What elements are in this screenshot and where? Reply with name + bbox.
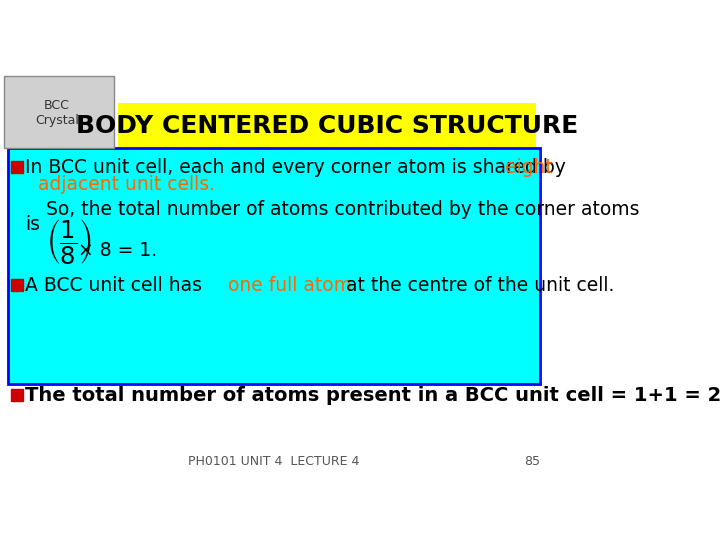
Text: PH0101 UNIT 4  LECTURE 4: PH0101 UNIT 4 LECTURE 4 [188, 455, 359, 468]
Text: BODY CENTERED CUBIC STRUCTURE: BODY CENTERED CUBIC STRUCTURE [76, 113, 578, 138]
Text: eight: eight [505, 158, 552, 177]
FancyBboxPatch shape [8, 148, 539, 384]
Text: So, the total number of atoms contributed by the corner atoms: So, the total number of atoms contribute… [45, 200, 639, 219]
Text: $\left(\dfrac{1}{8}\right)$: $\left(\dfrac{1}{8}\right)$ [45, 217, 91, 266]
Text: A BCC unit cell has: A BCC unit cell has [25, 276, 208, 295]
Text: is: is [25, 215, 40, 234]
Text: one full atom: one full atom [228, 276, 352, 295]
Text: 85: 85 [524, 455, 540, 468]
Text: at the centre of the unit cell.: at the centre of the unit cell. [340, 276, 614, 295]
Text: The total number of atoms present in a BCC unit cell = 1+1 = 2.: The total number of atoms present in a B… [25, 386, 720, 405]
FancyBboxPatch shape [118, 103, 536, 148]
Text: adjacent unit cells.: adjacent unit cells. [38, 174, 215, 194]
FancyBboxPatch shape [4, 76, 114, 148]
Text: In BCC unit cell, each and every corner atom is shared by: In BCC unit cell, each and every corner … [25, 158, 572, 177]
Text: BCC
Crystal: BCC Crystal [35, 99, 79, 127]
Text: × 8 = 1.: × 8 = 1. [78, 241, 157, 260]
